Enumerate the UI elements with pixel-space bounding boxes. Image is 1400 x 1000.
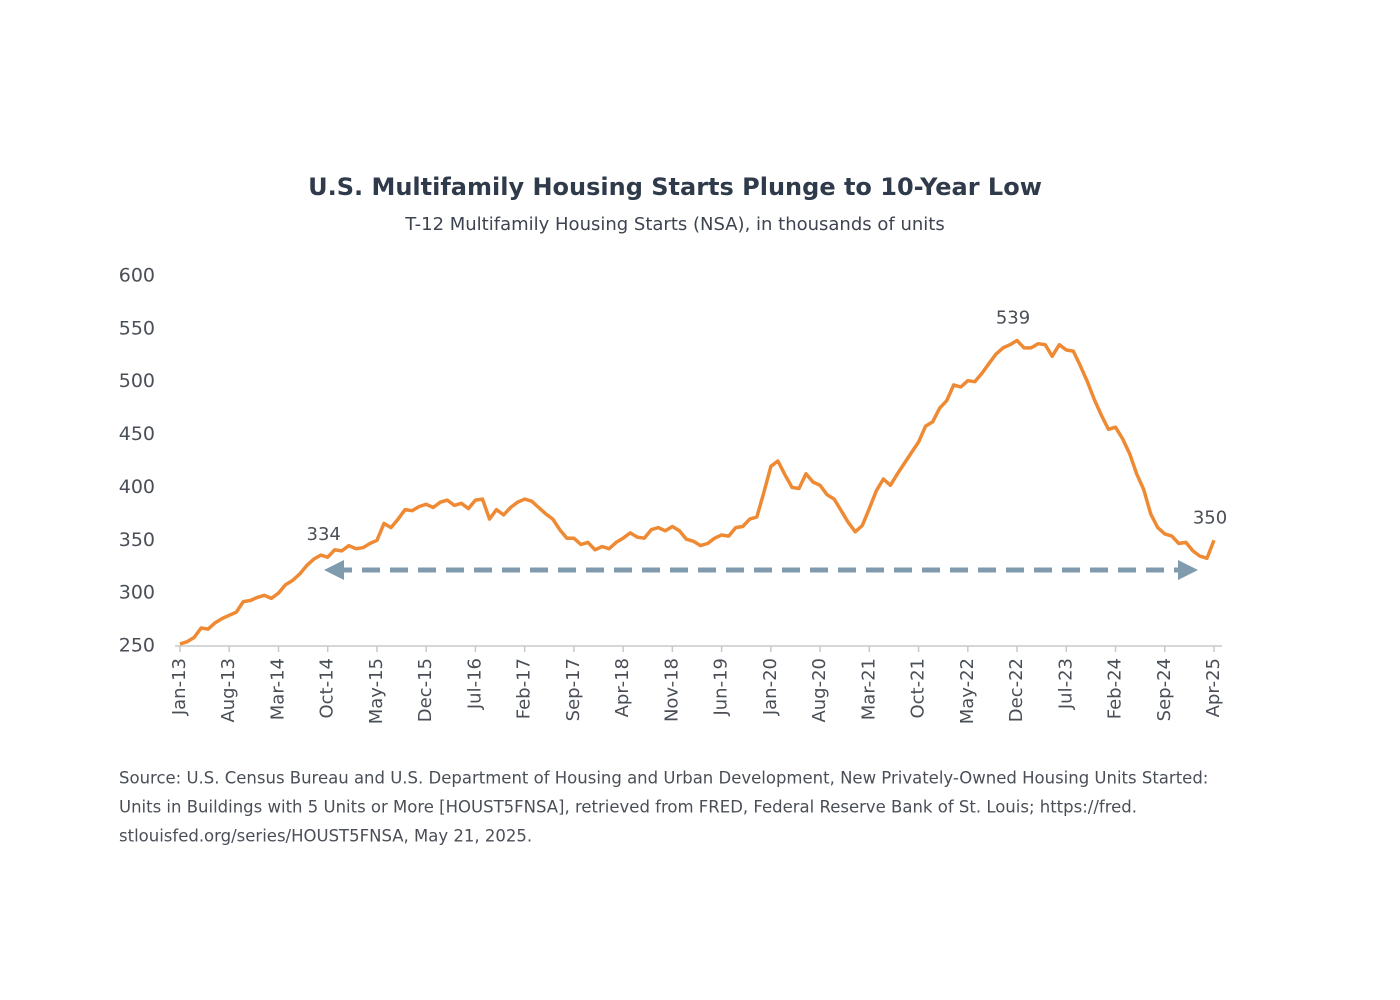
y-tick-label: 350 [119, 529, 155, 551]
data-label: 539 [996, 307, 1030, 328]
x-tick-label: Jan-13 [169, 658, 190, 716]
x-tick-label: Feb-24 [1105, 658, 1126, 719]
x-tick-label: Jun-19 [711, 658, 732, 717]
data-label: 334 [307, 524, 341, 545]
x-tick-label: Mar-21 [858, 658, 879, 720]
data-label: 350 [1193, 507, 1227, 528]
x-tick-label: Apr-25 [1203, 658, 1224, 717]
x-tick-label: Jul-23 [1055, 658, 1076, 710]
x-tick-label: Oct-14 [317, 658, 338, 719]
x-tick-label: Jan-20 [760, 658, 781, 716]
chart-title: U.S. Multifamily Housing Starts Plunge t… [308, 173, 1042, 201]
x-tick-label: May-15 [366, 658, 387, 724]
y-tick-label: 600 [119, 265, 155, 287]
y-tick-label: 450 [119, 423, 155, 445]
x-tick-label: Dec-22 [1006, 658, 1027, 722]
y-tick-label: 250 [119, 635, 155, 657]
y-tick-label: 500 [119, 370, 155, 392]
x-tick-label: May-22 [957, 658, 978, 724]
source-line: stlouisfed.org/series/HOUST5FNSA, May 21… [119, 827, 532, 846]
source-line: Units in Buildings with 5 Units or More … [119, 798, 1137, 817]
x-tick-label: Oct-21 [908, 658, 929, 719]
data-line [179, 338, 1216, 646]
x-tick-label: Jul-16 [464, 658, 485, 710]
x-tick-label: Aug-13 [218, 658, 239, 723]
x-tick-label: Sep-17 [563, 658, 584, 721]
x-tick-label: Dec-15 [415, 658, 436, 722]
x-tick-label: Apr-18 [612, 658, 633, 717]
x-tick-label: Mar-14 [267, 658, 288, 720]
y-tick-label: 550 [119, 317, 155, 339]
y-tick-label: 400 [119, 476, 155, 498]
x-tick-label: Nov-18 [661, 658, 682, 722]
x-tick-label: Feb-17 [514, 658, 535, 719]
source-line: Source: U.S. Census Bureau and U.S. Depa… [119, 769, 1208, 788]
y-tick-label: 300 [119, 582, 155, 604]
chart-subtitle: T-12 Multifamily Housing Starts (NSA), i… [404, 214, 944, 235]
x-tick-label: Aug-20 [809, 658, 830, 723]
x-tick-label: Sep-24 [1154, 658, 1175, 721]
